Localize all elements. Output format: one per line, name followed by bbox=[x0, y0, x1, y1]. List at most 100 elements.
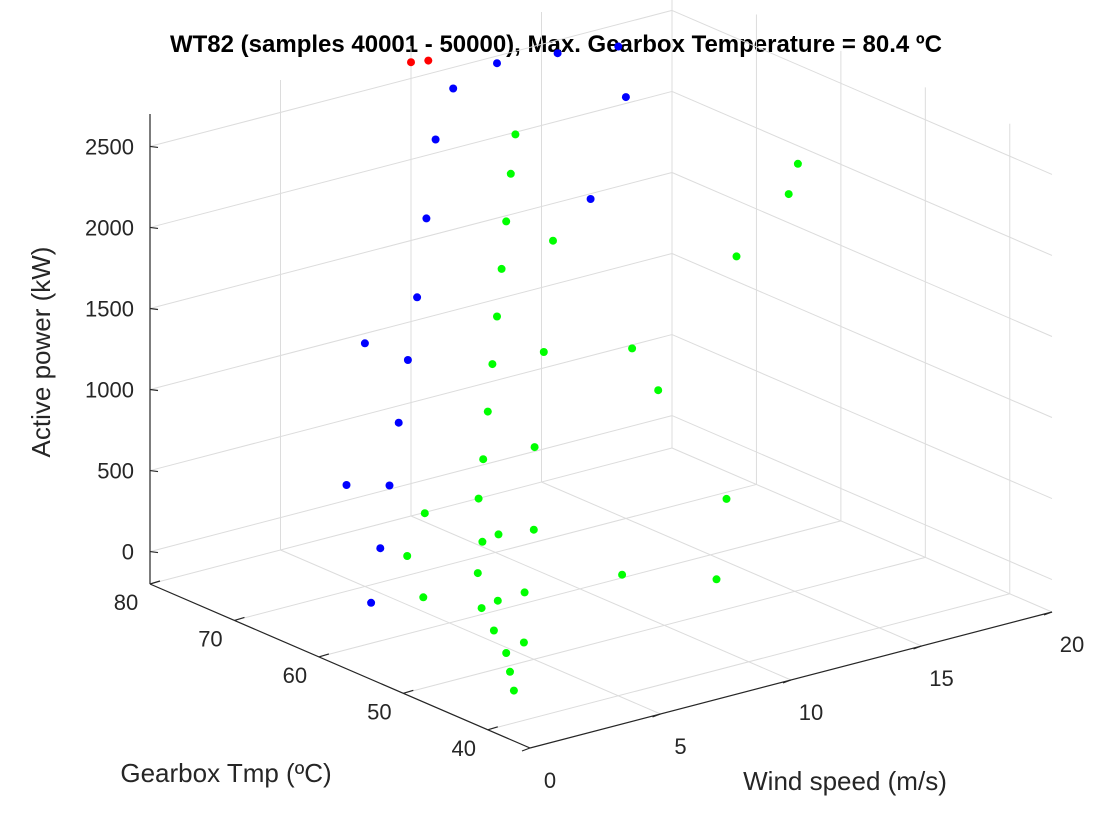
data-point bbox=[654, 386, 663, 395]
x-tick-label: 10 bbox=[799, 700, 823, 725]
series-0 bbox=[403, 130, 802, 695]
x-axis-label: Wind speed (m/s) bbox=[743, 766, 947, 796]
grid-line bbox=[671, 334, 1053, 500]
z-tick-label: 0 bbox=[122, 540, 134, 565]
grid-line bbox=[149, 9, 673, 147]
grid-line bbox=[318, 520, 842, 658]
data-point bbox=[712, 575, 721, 584]
axes-grid bbox=[149, 0, 1053, 749]
z-tick-mark bbox=[149, 550, 159, 554]
data-point bbox=[553, 49, 562, 58]
y-tick-label: 50 bbox=[367, 699, 391, 724]
x-tick-mark bbox=[1043, 611, 1053, 616]
grid-line bbox=[671, 90, 1053, 256]
x-tick-label: 20 bbox=[1060, 632, 1084, 657]
data-point bbox=[502, 649, 511, 657]
grid-line bbox=[280, 549, 661, 715]
data-point bbox=[586, 195, 595, 203]
grid-line bbox=[149, 171, 673, 309]
data-point bbox=[511, 130, 520, 139]
x-tick-label: 15 bbox=[929, 666, 953, 691]
data-point bbox=[394, 418, 403, 427]
data-point bbox=[420, 509, 429, 518]
grid-line bbox=[671, 415, 1053, 581]
data-point bbox=[407, 58, 415, 67]
data-point bbox=[793, 159, 802, 168]
grid-line bbox=[149, 415, 673, 553]
z-tick-label: 1000 bbox=[85, 378, 134, 403]
grid-line bbox=[487, 593, 1010, 731]
data-point bbox=[539, 348, 548, 356]
grid-line bbox=[541, 481, 922, 647]
data-point bbox=[502, 217, 511, 226]
data-point bbox=[493, 596, 502, 605]
grid-line bbox=[671, 172, 1053, 337]
data-point bbox=[419, 593, 428, 602]
grid-line bbox=[149, 253, 673, 391]
z-tick-label: 500 bbox=[97, 459, 134, 484]
data-point bbox=[385, 481, 394, 490]
data-point bbox=[474, 494, 483, 503]
y-tick-mark bbox=[487, 726, 498, 731]
grid-line bbox=[149, 90, 673, 228]
data-point bbox=[621, 93, 630, 102]
data-point bbox=[494, 530, 503, 539]
grid-line bbox=[234, 483, 757, 621]
data-point bbox=[473, 569, 482, 578]
z-axis-label: Active power (kW) bbox=[26, 247, 56, 458]
x-tick-mark bbox=[652, 713, 661, 718]
grid-line bbox=[410, 515, 792, 681]
grid-line bbox=[671, 9, 1053, 175]
grid-line bbox=[149, 447, 673, 585]
y-tick-mark bbox=[149, 580, 161, 585]
data-point bbox=[413, 293, 422, 302]
y-tick-label: 60 bbox=[283, 663, 307, 688]
data-point bbox=[784, 190, 793, 199]
data-point bbox=[497, 264, 506, 273]
x-tick-mark bbox=[782, 679, 792, 684]
axes-box bbox=[149, 114, 1053, 752]
z-tick-label: 1500 bbox=[85, 296, 134, 321]
data-point bbox=[403, 552, 412, 560]
x-tick-label: 0 bbox=[544, 768, 556, 793]
grid-line bbox=[671, 447, 1053, 613]
data-point bbox=[422, 214, 431, 223]
y-tick-label: 70 bbox=[198, 626, 222, 651]
z-tick-mark bbox=[149, 307, 159, 311]
y-tick-mark bbox=[318, 653, 330, 658]
data-point bbox=[449, 84, 458, 93]
data-point bbox=[477, 604, 486, 613]
data-point bbox=[628, 344, 637, 353]
data-point bbox=[506, 667, 514, 676]
data-point bbox=[342, 481, 351, 489]
x-tick-label: 5 bbox=[674, 734, 686, 759]
data-point bbox=[493, 312, 501, 321]
data-point bbox=[403, 356, 412, 364]
y-axis-line bbox=[149, 583, 531, 749]
data-point bbox=[506, 169, 515, 178]
data-point bbox=[424, 56, 433, 65]
tick-labels: 0 5 10 15 20 40 50 60 70 80 0 500 1000 1500 2000 2500 bbox=[85, 134, 1084, 793]
x-tick-mark bbox=[913, 645, 922, 650]
data-point bbox=[520, 588, 529, 597]
data-point bbox=[360, 339, 369, 348]
grid-line bbox=[149, 334, 673, 472]
y-tick-label: 80 bbox=[114, 590, 138, 615]
scatter-points bbox=[342, 42, 802, 695]
data-point bbox=[614, 42, 623, 51]
data-point bbox=[488, 360, 497, 369]
z-tick-mark bbox=[149, 469, 159, 473]
data-point bbox=[509, 686, 518, 695]
y-tick-mark bbox=[234, 616, 245, 622]
series-2 bbox=[407, 56, 433, 67]
data-point bbox=[732, 252, 741, 261]
z-tick-mark bbox=[149, 145, 159, 149]
data-point bbox=[519, 638, 528, 647]
data-point bbox=[722, 494, 731, 503]
y-axis-label: Gearbox Tmp (ºC) bbox=[120, 758, 331, 788]
data-point bbox=[479, 455, 488, 464]
data-point bbox=[367, 598, 376, 607]
z-tick-label: 2500 bbox=[85, 134, 134, 159]
